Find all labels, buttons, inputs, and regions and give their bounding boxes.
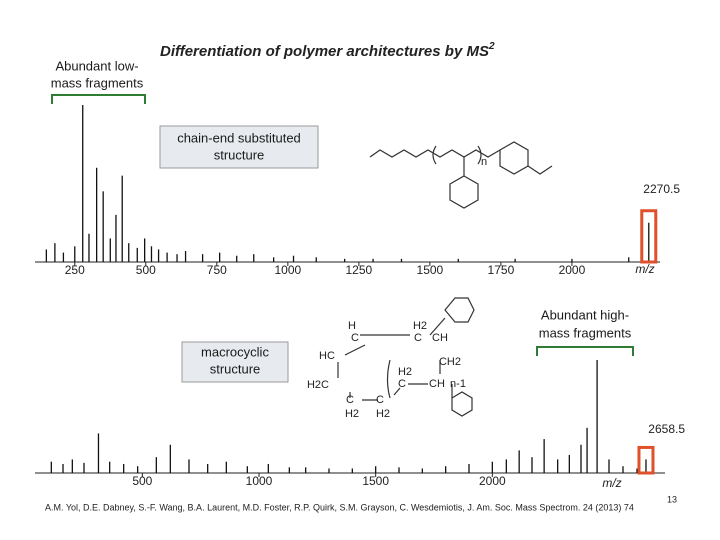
citation: A.M. Yol, D.E. Dabney, S.-F. Wang, B.A. … — [45, 502, 634, 512]
x-tick-label: 250 — [65, 263, 85, 277]
note-line: Abundant low- — [55, 58, 138, 73]
bracket — [536, 346, 634, 356]
structure-label: H2 — [345, 408, 359, 420]
peak-label: 2270.5 — [643, 182, 680, 196]
x-tick-label: 2000 — [559, 263, 586, 277]
x-tick-label: 1750 — [488, 263, 515, 277]
box-line: macrocyclic — [201, 344, 269, 359]
x-tick-label: 2000 — [479, 474, 506, 488]
x-axis-label: m/z — [635, 262, 654, 276]
structure-label: CH — [432, 332, 448, 344]
x-tick-label: 1000 — [274, 263, 301, 277]
structure-label: n-1 — [450, 378, 466, 390]
structure-label: H2 — [398, 366, 412, 378]
x-tick-label: 1500 — [362, 474, 389, 488]
x-tick-label: 1250 — [346, 263, 373, 277]
structure-label: CH2 — [439, 356, 461, 368]
note-line: mass fragments — [51, 75, 144, 90]
structure-label: H2 — [376, 408, 390, 420]
structure-label: HC — [319, 350, 335, 362]
note-line: Abundant high- — [541, 307, 629, 322]
structure-label: H — [348, 320, 356, 332]
structure-label: C — [376, 394, 384, 406]
structure-label: H2 — [413, 320, 427, 332]
bracket — [51, 94, 146, 104]
box-line: structure — [210, 361, 261, 376]
x-tick-label: 500 — [136, 263, 156, 277]
slide-title: Differentiation of polymer architectures… — [160, 41, 495, 60]
structure-label: H2C — [307, 379, 329, 391]
structure-label: C — [398, 378, 406, 390]
note-line: mass fragments — [539, 325, 632, 340]
structure-label: C — [346, 394, 354, 406]
peak-label: 2658.5 — [648, 422, 685, 436]
structure-label: C — [351, 332, 359, 344]
structure-drawing — [337, 141, 553, 417]
x-tick-label: 750 — [207, 263, 227, 277]
title-superscript: 2 — [488, 41, 495, 52]
x-axis-label: m/z — [602, 476, 621, 490]
page-number: 13 — [667, 494, 677, 504]
title-text: Differentiation of polymer architectures… — [160, 43, 489, 60]
box-line: structure — [214, 147, 265, 162]
structure-label: n — [481, 156, 487, 168]
structure-label: C — [414, 332, 422, 344]
box-line: chain-end substituted — [177, 130, 301, 145]
label-box — [181, 341, 289, 383]
highlight-box — [640, 209, 658, 264]
x-tick-label: 500 — [132, 474, 152, 488]
label-box — [159, 125, 319, 169]
highlight-box — [637, 445, 655, 475]
x-tick-label: 1500 — [417, 263, 444, 277]
structure-label: CH — [429, 378, 445, 390]
x-tick-label: 1000 — [246, 474, 273, 488]
